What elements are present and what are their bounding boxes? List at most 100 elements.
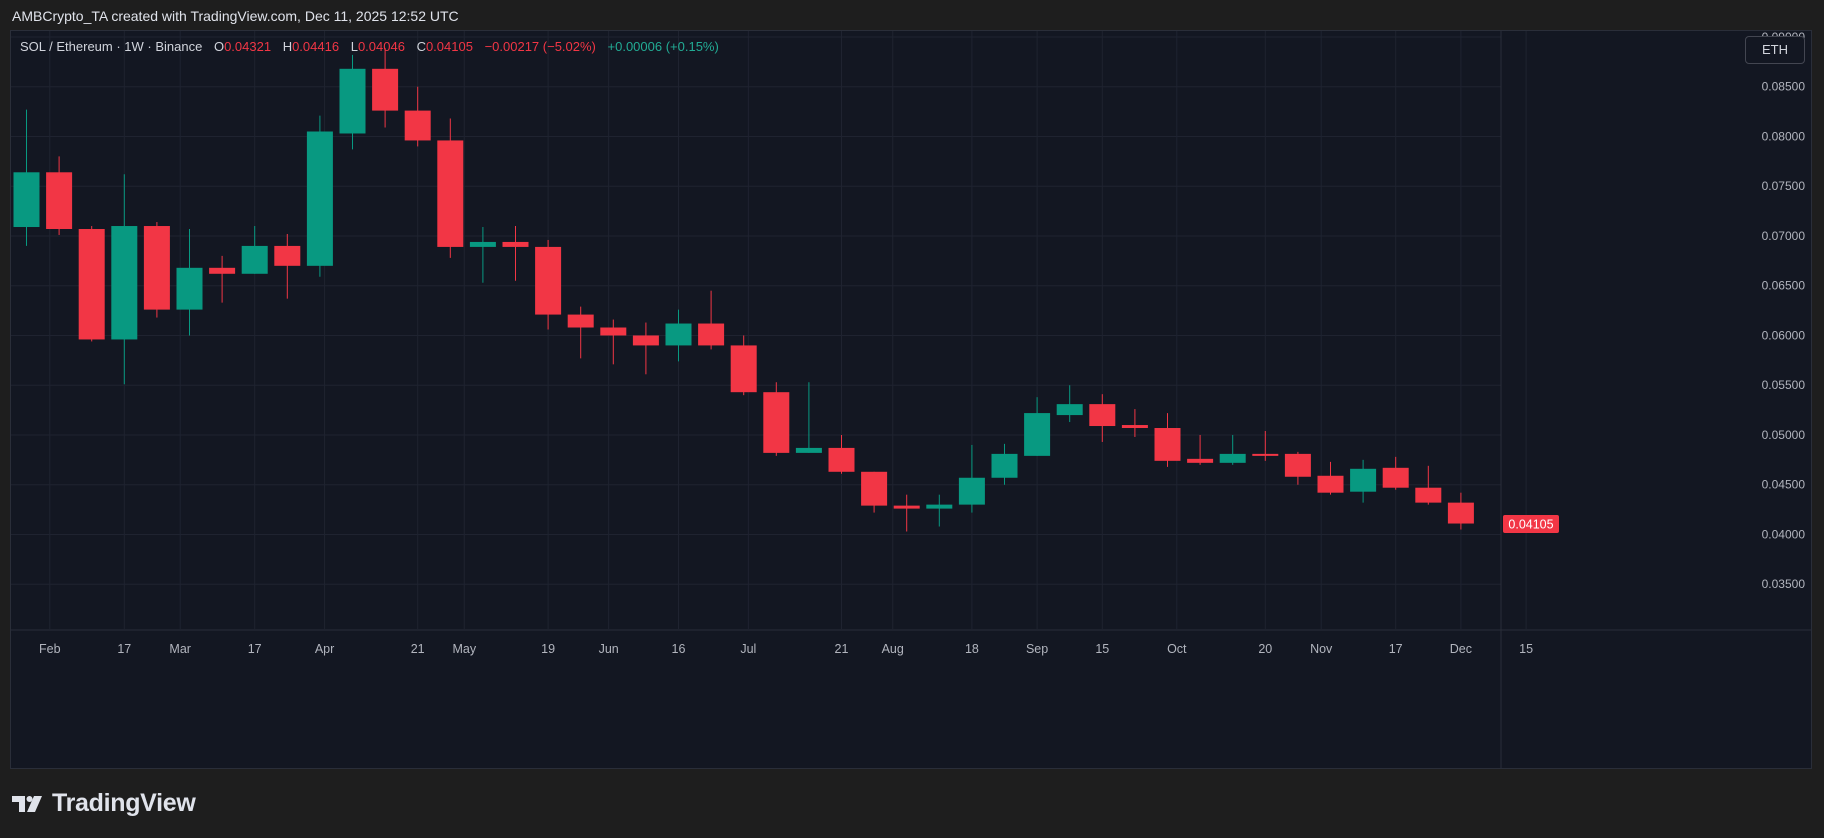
- x-tick-label: Jun: [599, 642, 619, 656]
- candle-body: [1187, 458, 1214, 463]
- candle-down[interactable]: [1121, 409, 1148, 437]
- x-tick-label: Jul: [740, 642, 756, 656]
- candle-down[interactable]: [1154, 413, 1181, 467]
- candle-down[interactable]: [1187, 434, 1214, 465]
- candle-down[interactable]: [763, 382, 790, 456]
- candle-down[interactable]: [404, 86, 431, 147]
- candle-up[interactable]: [339, 54, 366, 150]
- candle-down[interactable]: [828, 434, 855, 474]
- x-tick-label: Mar: [169, 642, 191, 656]
- candle-down[interactable]: [730, 335, 757, 396]
- x-tick-label: Apr: [315, 642, 334, 656]
- candle-down[interactable]: [1089, 394, 1116, 442]
- symbol-title[interactable]: SOL / Ethereum · 1W · Binance: [20, 39, 203, 54]
- y-tick-label: 0.04000: [1762, 527, 1806, 541]
- close-label: C: [416, 39, 426, 54]
- candle-down[interactable]: [1382, 456, 1409, 490]
- candle-body: [176, 267, 203, 310]
- x-tick-label: Dec: [1450, 642, 1472, 656]
- candle-body: [763, 392, 790, 453]
- candle-down[interactable]: [209, 255, 236, 303]
- candle-up[interactable]: [1219, 434, 1246, 465]
- candle-body: [1415, 487, 1442, 503]
- candle-down[interactable]: [567, 306, 594, 359]
- candle-down[interactable]: [502, 226, 529, 281]
- candles: [13, 47, 1474, 532]
- candle-down[interactable]: [1317, 461, 1344, 495]
- candle-down[interactable]: [893, 494, 920, 532]
- candle-up[interactable]: [13, 109, 40, 246]
- tradingview-logo[interactable]: TradingView: [12, 789, 196, 818]
- chart-legend: SOL / Ethereum · 1W · Binance O0.04321 H…: [20, 39, 719, 54]
- candle-body: [274, 245, 301, 266]
- x-tick-label: Aug: [882, 642, 904, 656]
- candle-up[interactable]: [1056, 385, 1083, 423]
- low-value: 0.04046: [357, 39, 405, 54]
- candle-down[interactable]: [698, 290, 725, 350]
- y-tick-label: 0.07000: [1762, 229, 1806, 243]
- open-label: O: [213, 39, 225, 54]
- candlestick-chart[interactable]: 0.03500 0.04000 0.04500 0.05000 0.05500 0.060…: [11, 31, 1811, 768]
- candle-up[interactable]: [958, 444, 985, 513]
- candle-down[interactable]: [1252, 430, 1279, 461]
- candle-up[interactable]: [926, 494, 953, 527]
- y-tick-label: 0.08500: [1762, 80, 1806, 94]
- candle-body: [111, 226, 138, 340]
- candle-down[interactable]: [1284, 451, 1311, 485]
- candle-down[interactable]: [861, 471, 888, 513]
- candle-down[interactable]: [632, 322, 659, 375]
- candle-body: [372, 68, 399, 111]
- candle-body: [665, 323, 692, 346]
- candle-up[interactable]: [795, 382, 822, 453]
- candle-body: [861, 471, 888, 506]
- tradingview-logo-icon: [12, 795, 42, 812]
- candle-body: [339, 68, 366, 134]
- currency-button[interactable]: ETH: [1745, 36, 1805, 64]
- candle-down[interactable]: [1447, 492, 1474, 530]
- candle-down[interactable]: [437, 118, 464, 258]
- candle-body: [730, 345, 757, 393]
- x-tick-label: Nov: [1310, 642, 1333, 656]
- y-tick-label: 0.03500: [1762, 577, 1806, 591]
- low-label: L: [350, 39, 358, 54]
- candle-body: [535, 246, 562, 315]
- brand-name: TradingView: [52, 789, 196, 817]
- x-tick-label: 15: [1095, 642, 1109, 656]
- candle-body: [1056, 404, 1083, 416]
- candle-body: [241, 245, 268, 274]
- candle-down[interactable]: [535, 239, 562, 330]
- grid-lines: [11, 31, 1527, 629]
- candle-body: [404, 110, 431, 141]
- last-price-marker: 0.04105: [1503, 515, 1559, 534]
- y-tick-label: 0.05500: [1762, 378, 1806, 392]
- candle-up[interactable]: [665, 309, 692, 362]
- y-tick-label: 0.04500: [1762, 478, 1806, 492]
- candle-up[interactable]: [1024, 397, 1051, 456]
- candle-up[interactable]: [469, 227, 496, 283]
- candle-down[interactable]: [372, 47, 399, 128]
- candle-up[interactable]: [1350, 459, 1377, 503]
- candle-down[interactable]: [600, 319, 627, 365]
- candle-body: [1154, 428, 1181, 461]
- candle-up[interactable]: [241, 226, 268, 274]
- x-tick-label: May: [452, 642, 476, 656]
- y-tick-label: 0.08000: [1762, 129, 1806, 143]
- candle-down[interactable]: [1415, 465, 1442, 505]
- candle-up[interactable]: [306, 115, 333, 277]
- time-axis: Feb 17 Mar 17 Apr 21 May 19 Jun 16 Jul 21 Aug 18 Sep 15…: [11, 629, 1811, 656]
- candle-down[interactable]: [274, 233, 301, 299]
- chart-panel[interactable]: 0.03500 0.04000 0.04500 0.05000 0.05500 0.060…: [10, 30, 1812, 769]
- candle-up[interactable]: [991, 443, 1018, 485]
- candle-up[interactable]: [111, 174, 138, 385]
- x-tick-label: 16: [672, 642, 686, 656]
- candle-down[interactable]: [143, 222, 170, 318]
- x-tick-label: 17: [1389, 642, 1403, 656]
- candle-down[interactable]: [78, 226, 105, 342]
- candle-down[interactable]: [46, 156, 73, 235]
- candle-up[interactable]: [176, 229, 203, 336]
- last-price-badge: [1503, 515, 1559, 534]
- chart-credit: AMBCrypto_TA created with TradingView.co…: [12, 8, 459, 24]
- x-tick-label: 20: [1258, 642, 1272, 656]
- high-label: H: [282, 39, 293, 54]
- candle-body: [209, 267, 236, 274]
